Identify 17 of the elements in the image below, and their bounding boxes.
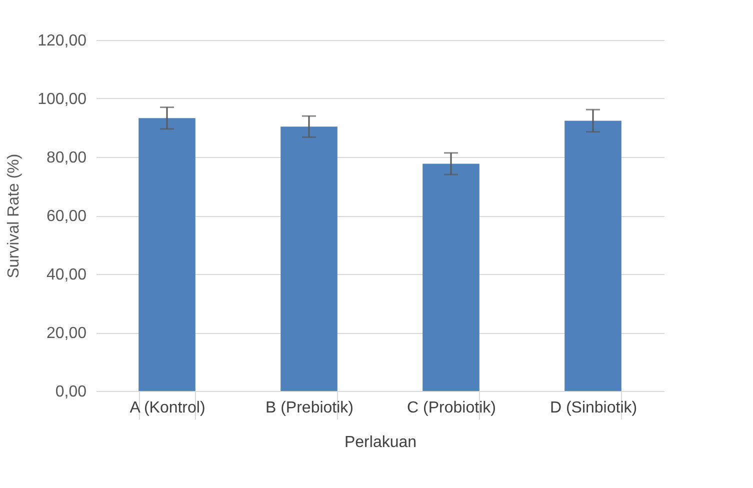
bar — [564, 120, 622, 391]
x-tick-label: C (Probiotik) — [407, 400, 496, 416]
x-tick-label: D (Sinbiotik) — [550, 400, 638, 416]
bar — [280, 126, 338, 391]
x-tick-label: A (Kontrol) — [130, 400, 206, 416]
bar — [422, 164, 480, 391]
y-axis-title: Survival Rate (%) — [6, 154, 23, 278]
y-tick-label: 40,00 — [46, 266, 87, 284]
y-tick-label: 20,00 — [46, 325, 87, 342]
bar — [138, 118, 196, 391]
x-axis-title: Perlakuan — [344, 434, 417, 451]
y-tick-label: 100,00 — [38, 91, 87, 108]
y-tick-label: 120,00 — [38, 32, 87, 50]
y-tick-label: 80,00 — [46, 150, 87, 166]
y-tick-label: 0,00 — [55, 384, 87, 400]
x-tick-label: B (Prebiotik) — [265, 400, 354, 416]
y-tick-label: 60,00 — [46, 208, 87, 225]
